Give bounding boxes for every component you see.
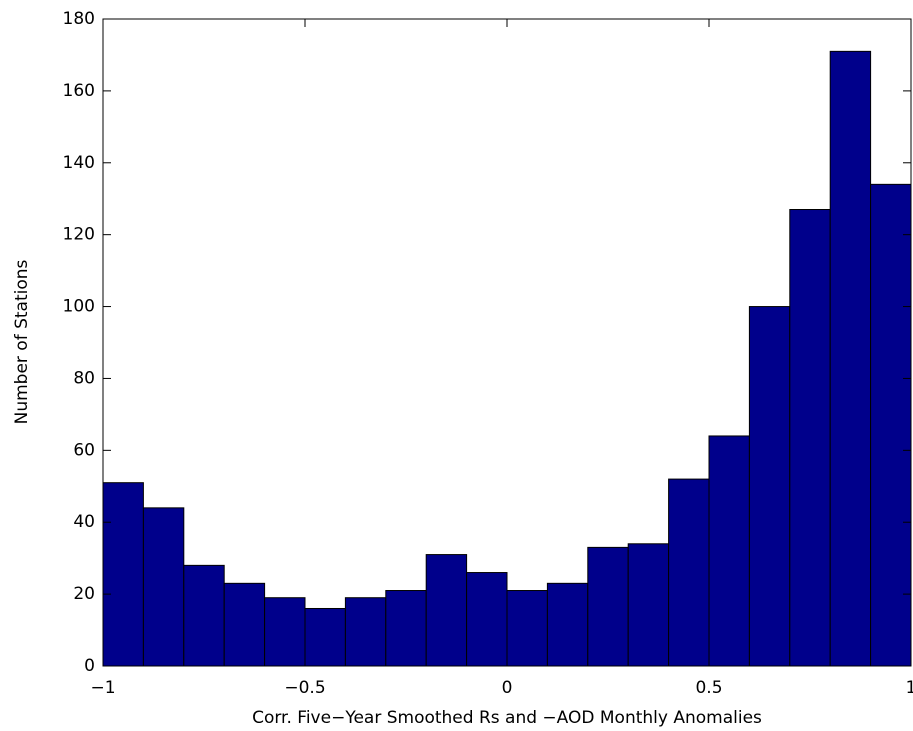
- y-tick-label: 160: [63, 81, 95, 101]
- bar: [304, 607, 346, 667]
- y-tick-label: 80: [73, 368, 95, 388]
- y-tick-label: 0: [84, 656, 95, 676]
- y-tick-label: 20: [73, 584, 95, 604]
- y-tick-label: 100: [63, 297, 95, 317]
- bar: [183, 564, 225, 667]
- plot-marks: [102, 50, 912, 667]
- y-tick-label: 40: [73, 512, 95, 532]
- bar: [829, 50, 872, 667]
- bar: [506, 590, 548, 667]
- x-tick-label: 0.5: [695, 678, 722, 698]
- bar: [748, 306, 791, 667]
- bar: [789, 209, 831, 667]
- bar: [668, 478, 710, 667]
- x-tick-label: 1: [906, 678, 913, 698]
- bar: [223, 582, 266, 667]
- bar: [708, 435, 750, 667]
- bar: [264, 597, 306, 667]
- x-tick-label: −1: [90, 678, 115, 698]
- bar: [546, 582, 589, 667]
- bar: [102, 482, 144, 667]
- bar: [385, 590, 427, 667]
- bar: [627, 543, 670, 667]
- bar: [142, 507, 185, 667]
- y-tick-label: 60: [73, 440, 95, 460]
- bar: [466, 572, 508, 667]
- y-tick-label: 140: [63, 153, 95, 173]
- x-axis-label: Corr. Five−Year Smoothed Rs and −AOD Mon…: [252, 708, 762, 728]
- y-tick-label: 180: [63, 9, 95, 29]
- bar: [425, 554, 468, 667]
- bar: [344, 597, 387, 667]
- bar: [587, 546, 629, 667]
- y-tick-label: 120: [63, 225, 95, 245]
- y-axis-label: Number of Stations: [12, 259, 32, 424]
- bar: [870, 183, 912, 667]
- x-tick-label: −0.5: [284, 678, 325, 698]
- x-tick-label: 0: [502, 678, 513, 698]
